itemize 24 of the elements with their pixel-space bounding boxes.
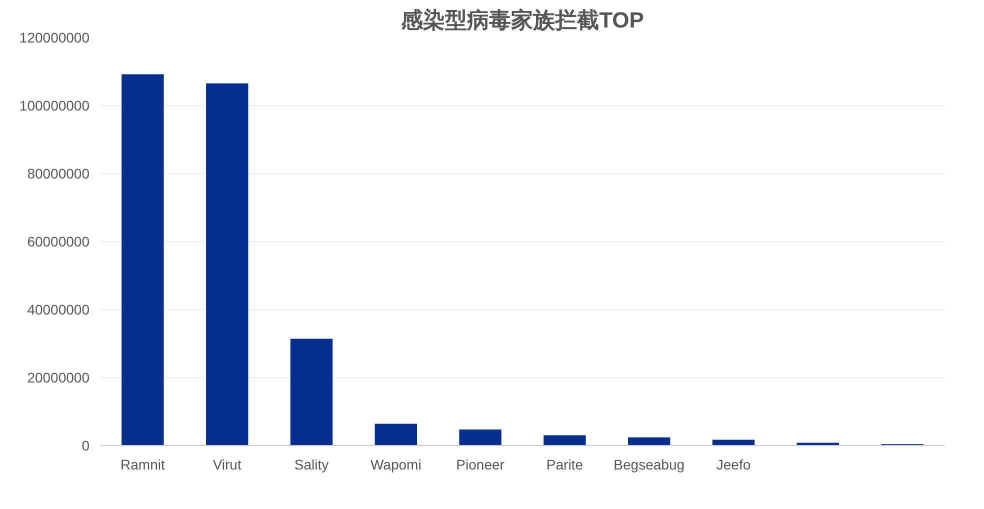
x-tick-label: Begseabug [614,456,685,472]
bar [206,83,248,446]
y-tick-label: 80000000 [27,166,90,182]
x-tick-label: Parite [546,456,584,472]
x-tick-label: Wapomi [370,456,422,472]
y-tick-label: 120000000 [19,30,90,46]
bar [290,338,333,446]
bar [544,435,586,446]
x-tick-label: Sality [294,456,329,472]
x-tick-label: Jeefo [716,456,751,472]
y-tick-label: 0 [82,438,90,454]
bar [374,424,417,446]
y-tick-label: 40000000 [27,302,90,318]
x-tick-label: Virut [212,456,242,472]
bar [122,74,164,446]
x-tick-label: Pioneer [456,456,505,472]
bar [628,437,670,446]
bar [712,440,755,446]
bar [459,430,502,446]
y-tick-label: 60000000 [27,234,90,250]
chart-title: 感染型病毒家族拦截TOP [400,8,644,32]
y-tick-label: 20000000 [27,370,90,386]
y-tick-label: 100000000 [19,98,90,114]
x-tick-label: Ramnit [120,456,165,472]
